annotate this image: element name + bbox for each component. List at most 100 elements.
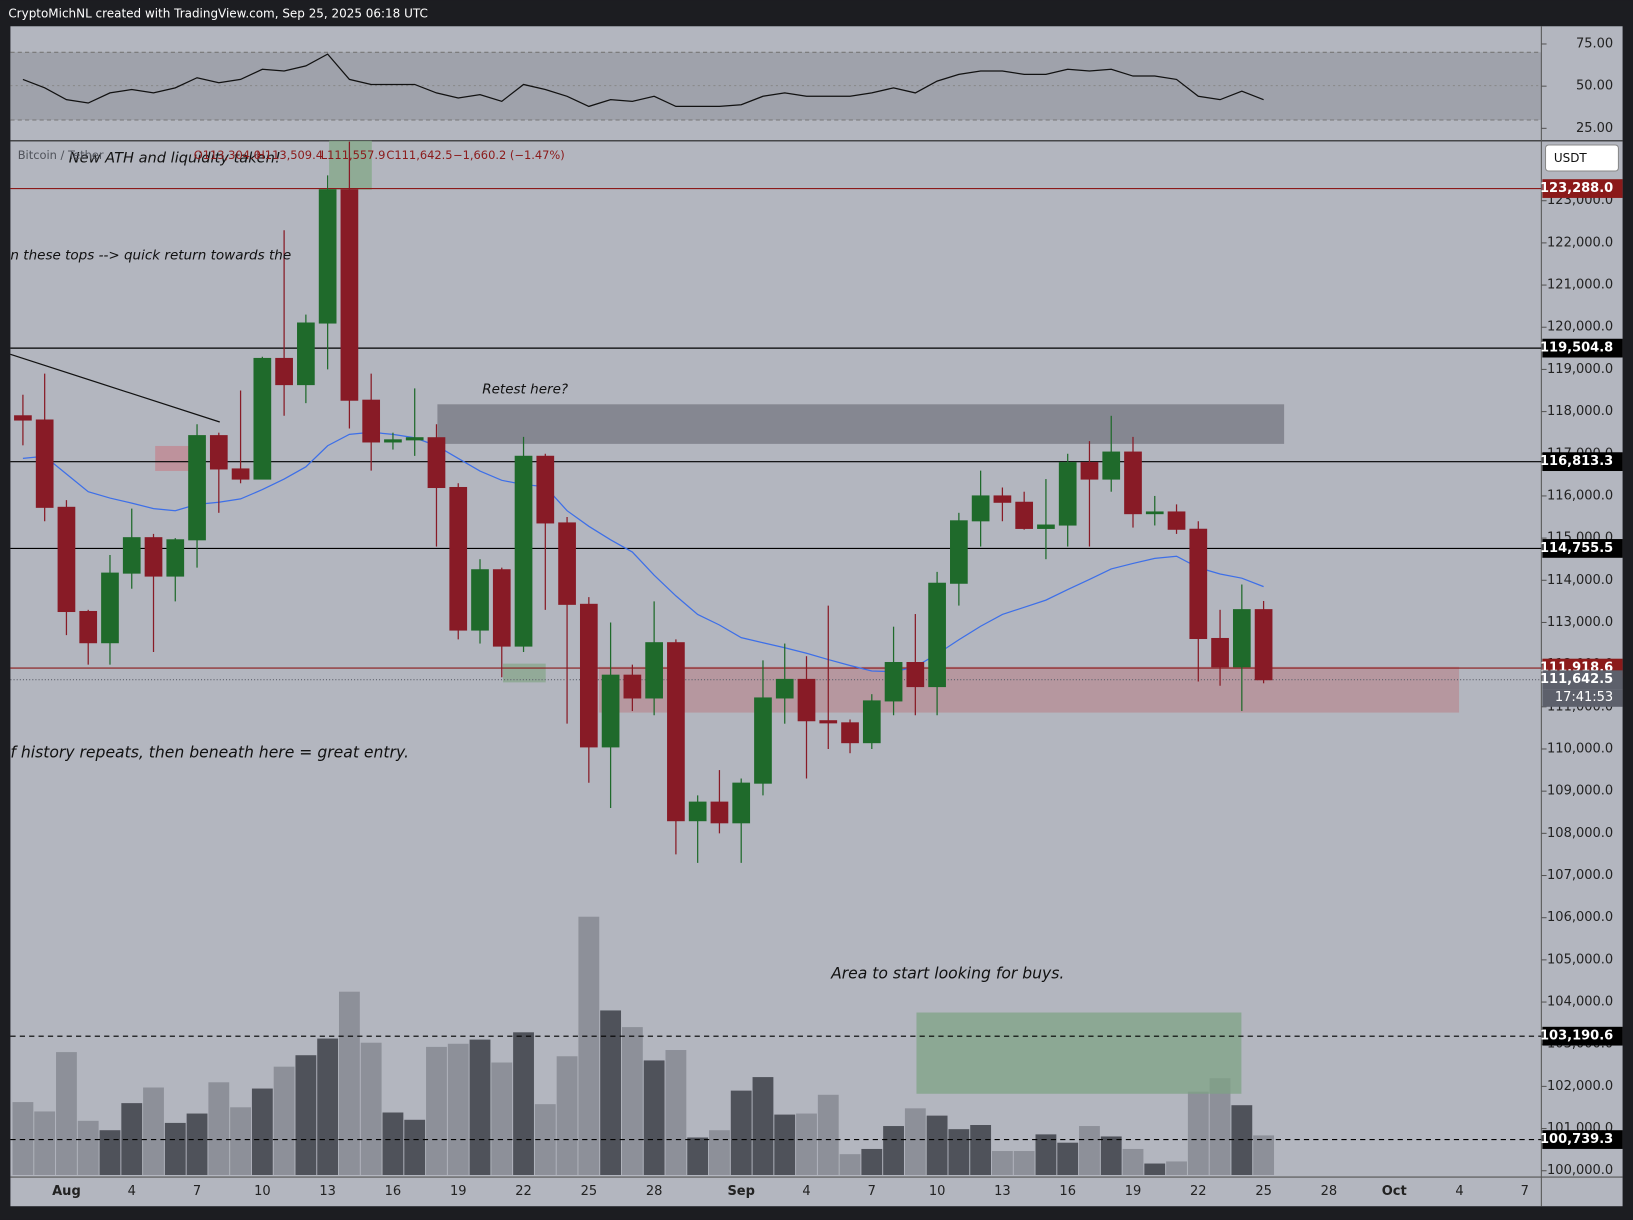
x-tick-label: 28 bbox=[1321, 1184, 1338, 1199]
candle-body bbox=[275, 357, 293, 386]
x-tick-label: 22 bbox=[515, 1184, 532, 1199]
volume-bar bbox=[12, 1102, 34, 1175]
candle-body bbox=[732, 782, 751, 824]
volume-bar bbox=[1209, 1078, 1231, 1175]
candle-body bbox=[862, 700, 881, 744]
candle-body bbox=[906, 662, 925, 688]
volume-bar bbox=[904, 1108, 926, 1175]
candle-body bbox=[35, 419, 54, 508]
volume-bar bbox=[752, 1077, 774, 1175]
volume-bar bbox=[796, 1113, 817, 1175]
annotation: New ATH and liquidity taken! bbox=[69, 150, 281, 167]
legend: Bitcoin / Tether O113,304.0 H113,509.4 L… bbox=[18, 148, 565, 162]
candle-body bbox=[514, 455, 533, 647]
candle-body bbox=[1254, 609, 1273, 681]
moving-average bbox=[22, 431, 1264, 673]
x-tick-label: 25 bbox=[1255, 1184, 1272, 1199]
volume-bar bbox=[991, 1151, 1013, 1175]
volume-bar bbox=[251, 1088, 273, 1175]
x-tick-label: 25 bbox=[581, 1184, 598, 1199]
candle-body bbox=[1211, 637, 1229, 668]
candle-body bbox=[536, 455, 555, 524]
volume-bar bbox=[317, 1038, 339, 1175]
candle-body bbox=[1102, 451, 1121, 480]
volume-bar bbox=[600, 1010, 622, 1175]
candle-body bbox=[1124, 451, 1142, 515]
legend-open: O113,304.0 bbox=[194, 148, 261, 162]
price-badge bbox=[1542, 1130, 1623, 1149]
volume-bar bbox=[360, 1042, 382, 1175]
volume-bar bbox=[273, 1066, 295, 1175]
y-tick-label: 109,000.0 bbox=[1547, 784, 1613, 799]
volume-bar bbox=[665, 1050, 687, 1175]
price-badge bbox=[1542, 179, 1623, 198]
volume-bar bbox=[186, 1113, 208, 1175]
currency-button[interactable] bbox=[1544, 144, 1619, 172]
volume-bar bbox=[447, 1043, 469, 1175]
x-tick-label: 10 bbox=[254, 1184, 271, 1199]
candle-body bbox=[166, 539, 185, 577]
ath-zone bbox=[329, 140, 372, 190]
volume-bar bbox=[164, 1122, 186, 1175]
rsi-tick-label: 25.00 bbox=[1576, 121, 1613, 136]
volume-bar bbox=[1100, 1136, 1122, 1175]
x-tick-label: 7 bbox=[1521, 1184, 1529, 1199]
volume-bar bbox=[56, 1052, 77, 1175]
volume-bar bbox=[556, 1056, 578, 1175]
x-tick-label: 22 bbox=[1190, 1184, 1207, 1199]
candle-body bbox=[101, 572, 119, 644]
candle-body bbox=[667, 642, 685, 822]
candle-body bbox=[884, 662, 903, 702]
volume-bar bbox=[1122, 1148, 1144, 1175]
volume-bar bbox=[208, 1082, 230, 1175]
annotation: Area to start looking for buys. bbox=[830, 964, 1064, 982]
volume-bar bbox=[426, 1046, 447, 1175]
x-tick-label: 16 bbox=[1059, 1184, 1076, 1199]
x-tick-label: 16 bbox=[385, 1184, 402, 1199]
candle-body bbox=[231, 468, 250, 480]
candle-body bbox=[340, 189, 359, 401]
candle-body bbox=[384, 439, 402, 443]
volume-bar bbox=[143, 1087, 164, 1175]
rsi-tick-label: 50.00 bbox=[1576, 79, 1613, 94]
annotation: f history repeats, then beneath here = g… bbox=[10, 744, 409, 762]
volume-bar bbox=[709, 1130, 730, 1175]
y-tick-label: 122,000.0 bbox=[1547, 235, 1613, 250]
candle-body bbox=[1058, 462, 1077, 526]
x-tick-label: 19 bbox=[1125, 1184, 1142, 1199]
currency-label[interactable]: USDT bbox=[1554, 151, 1588, 165]
x-tick-label: Sep bbox=[727, 1184, 755, 1199]
y-tick-label: 118,000.0 bbox=[1547, 404, 1613, 419]
candle-body bbox=[688, 801, 707, 822]
candle-body bbox=[971, 495, 990, 522]
y-tick-label: 106,000.0 bbox=[1547, 910, 1613, 925]
y-tick-label: 100,000.0 bbox=[1547, 1163, 1613, 1178]
price-badge-label: 103,190.6 bbox=[1540, 1029, 1613, 1044]
candle-body bbox=[797, 678, 816, 722]
candle-body bbox=[471, 569, 489, 631]
retest-zone bbox=[437, 404, 1285, 444]
volume-bar bbox=[1166, 1161, 1187, 1175]
price-badge-label: 116,813.3 bbox=[1540, 454, 1613, 469]
annotation: n these tops --> quick return towards th… bbox=[10, 247, 291, 263]
buy-zone bbox=[916, 1012, 1242, 1094]
x-tick-label: 7 bbox=[193, 1184, 201, 1199]
candle-body bbox=[122, 537, 141, 574]
x-tick-label: 7 bbox=[868, 1184, 876, 1199]
price-badge bbox=[1542, 670, 1623, 690]
price-badge bbox=[1542, 452, 1623, 472]
candle-body bbox=[754, 697, 772, 784]
volume-bar bbox=[883, 1126, 904, 1175]
y-tick-label: 108,000.0 bbox=[1547, 826, 1613, 841]
candle-body bbox=[188, 435, 206, 541]
candle-body bbox=[297, 322, 315, 386]
y-tick-label: 114,000.0 bbox=[1547, 573, 1613, 588]
candle-body bbox=[1037, 524, 1055, 529]
y-tick-label: 113,000.0 bbox=[1547, 615, 1613, 630]
candle-body bbox=[405, 437, 424, 441]
y-tick-label: 121,000.0 bbox=[1547, 278, 1613, 293]
candle-body bbox=[1080, 462, 1099, 480]
levels-layer bbox=[10, 187, 1542, 1141]
